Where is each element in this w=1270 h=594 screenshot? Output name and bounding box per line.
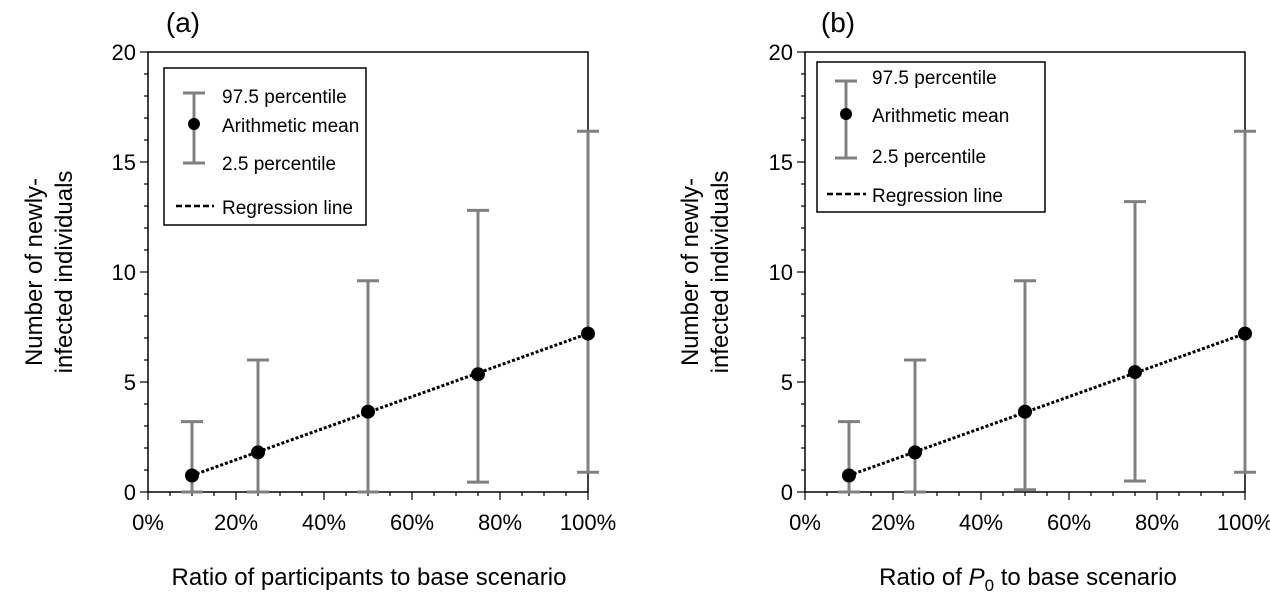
panel-b-xlabel-symbol: P (969, 564, 985, 591)
panel-a-x-tick-label: 80% (478, 510, 522, 535)
panel-b-y-tick-label: 10 (769, 260, 793, 285)
panel-a-legend-mean: Arithmetic mean (222, 116, 359, 137)
panel-a-ylabel-line2: infected individuals (51, 171, 78, 374)
panel-a-x-tick-label: 40% (302, 510, 346, 535)
panel-a-mean-point (251, 445, 265, 460)
panel-b-xlabel: Ratio of P0 to base scenario (879, 564, 1177, 594)
panel-b-x-tick-label: 20% (871, 510, 915, 535)
panel-b-legend-regression: Regression line (872, 186, 1003, 207)
panel-b-plot: 0% 20% 40% 60% 80% 100% 0 5 10 15 20 (769, 40, 1270, 535)
panel-b-errorbar (904, 358, 926, 494)
panel-a-legend (163, 67, 367, 226)
panel-a-errorbar (247, 358, 269, 494)
panel-b-y-tick-label: 5 (781, 370, 793, 395)
panel-a-y-tick-label: 15 (112, 150, 136, 175)
panel-a-mean-point (361, 404, 375, 419)
panel-b-x-tick-label: 80% (1135, 510, 1179, 535)
panel-b-legend-p25: 2.5 percentile (872, 147, 986, 168)
panel-b-x-tick-label: 100% (1217, 510, 1270, 535)
panel-a-plot: 0% 20% 40% 60% 80% 100% 0 5 10 15 20 (112, 40, 617, 535)
panel-a-legend-mean-marker (188, 118, 200, 130)
panel-b-legend-mean-marker (840, 108, 852, 120)
panel-b-xlabel-subscript: 0 (985, 576, 994, 594)
panel-a-y-tick-label: 20 (112, 40, 136, 65)
panel-a-y-tick-label: 10 (112, 260, 136, 285)
panel-a-errorbar (357, 279, 379, 494)
panel-b-ylabel-line2: infected individuals (707, 171, 734, 374)
panel-b-errorbar (1014, 279, 1036, 492)
panel-b-legend (816, 61, 1046, 213)
panel-a-x-tick-label: 20% (214, 510, 258, 535)
panel-a-ylabel-line1: Number of newly- (21, 178, 48, 366)
panel-b-legend-mean: Arithmetic mean (872, 106, 1009, 127)
panel-b-x-tick-label: 60% (1047, 510, 1091, 535)
panel-b-mean-point (1238, 326, 1252, 341)
panel-b-ylabel-line1: Number of newly- (677, 178, 704, 366)
panel-b-mean-point (908, 445, 922, 460)
panel-a-x-tick-label: 60% (390, 510, 434, 535)
panel-a-label: (a) (166, 7, 200, 38)
panel-a-xlabel: Ratio of participants to base scenario (172, 564, 567, 591)
panel-b-xlabel-suffix: to base scenario (994, 564, 1177, 591)
panel-b-legend-p975: 97.5 percentile (872, 68, 997, 89)
panel-b-xlabel-prefix: Ratio of (879, 564, 968, 591)
panel-a-x-tick-label: 100% (560, 510, 616, 535)
panel-a: (a) Number of newly- infected individual… (21, 7, 566, 591)
panel-a-errorbar (577, 129, 599, 474)
panel-b-mean-point (842, 468, 856, 483)
panel-a-legend-p25: 2.5 percentile (222, 154, 336, 175)
panel-a-x-tick-label: 0% (132, 510, 164, 535)
panel-a-mean-point (581, 326, 595, 341)
panel-a-y-tick-label: 0 (124, 480, 136, 505)
panel-b-errorbar (1124, 200, 1146, 483)
panel-b-x-tick-label: 40% (959, 510, 1003, 535)
panel-b-mean-point (1128, 365, 1142, 380)
panel-b-y-tick-label: 20 (769, 40, 793, 65)
panel-b-x-tick-label: 0% (789, 510, 821, 535)
panel-b-y-tick-label: 0 (781, 480, 793, 505)
panel-b-label: (b) (821, 7, 855, 38)
panel-a-legend-p975: 97.5 percentile (222, 87, 347, 108)
panel-a-mean-point (185, 468, 199, 483)
panel-b-mean-point (1018, 404, 1032, 419)
panel-b: (b) Number of newly- infected individual… (677, 7, 1177, 594)
panel-b-y-tick-label: 15 (769, 150, 793, 175)
panel-b-errorbar (1234, 129, 1256, 474)
panel-b-legend-box (816, 61, 1046, 213)
panel-a-y-tick-label: 5 (124, 370, 136, 395)
panel-a-errorbar (467, 208, 489, 484)
panel-a-legend-regression: Regression line (222, 198, 353, 219)
panel-a-mean-point (471, 367, 485, 382)
